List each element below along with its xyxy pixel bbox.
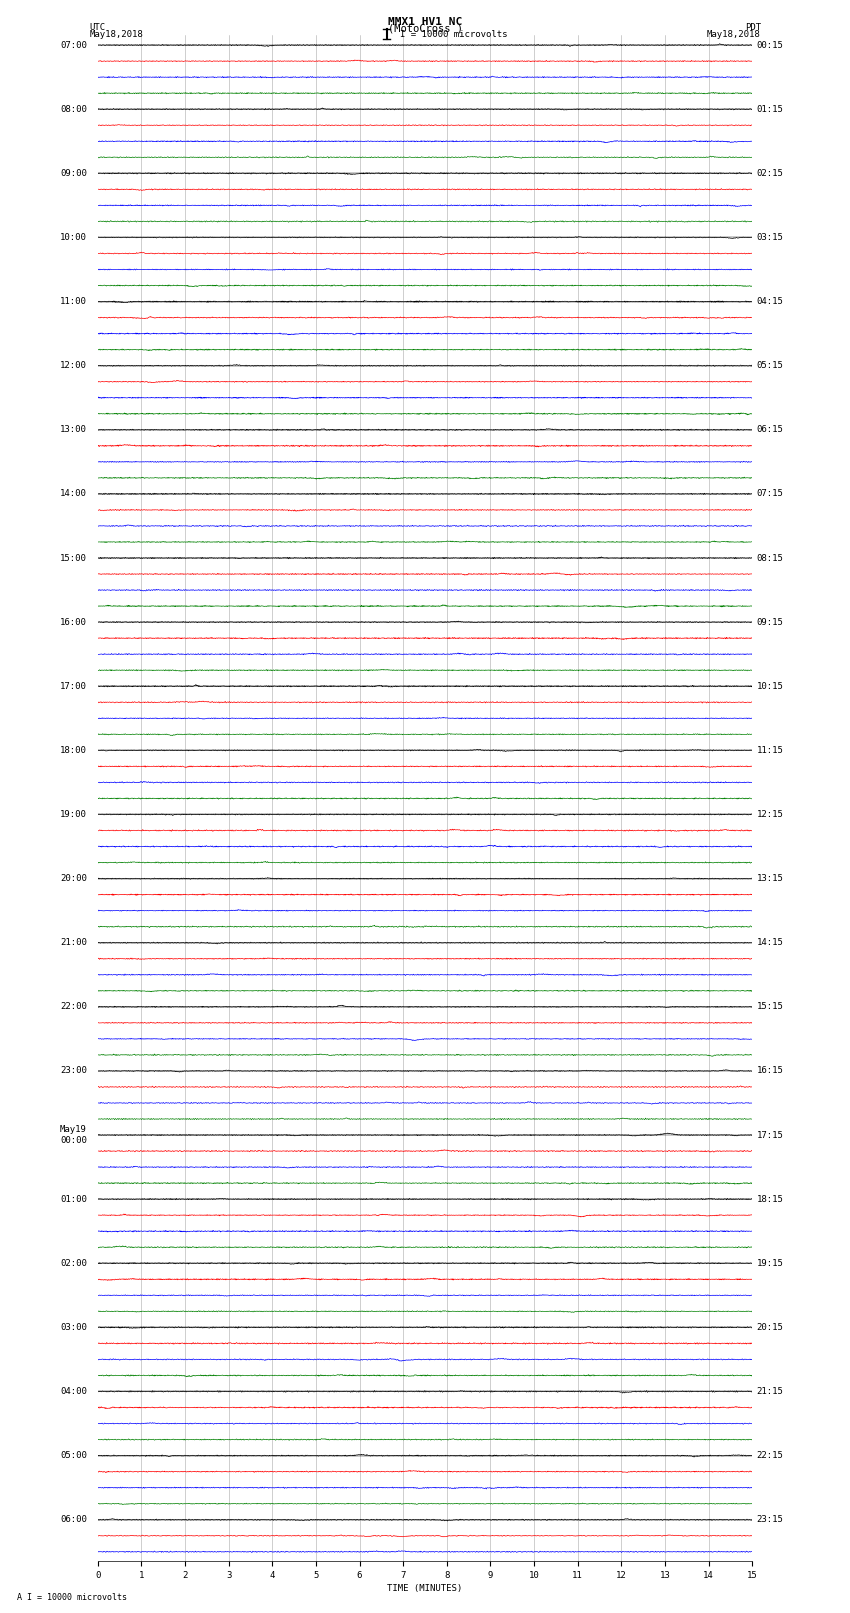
Text: 19:15: 19:15 <box>756 1258 784 1268</box>
Text: A I = 10000 microvolts: A I = 10000 microvolts <box>17 1592 127 1602</box>
Text: 05:00: 05:00 <box>60 1452 87 1460</box>
Text: 13:15: 13:15 <box>756 874 784 882</box>
Text: 14:00: 14:00 <box>60 489 87 498</box>
Text: 18:15: 18:15 <box>756 1195 784 1203</box>
Text: 12:00: 12:00 <box>60 361 87 369</box>
Text: 15:15: 15:15 <box>756 1002 784 1011</box>
Text: 18:00: 18:00 <box>60 745 87 755</box>
Text: 17:15: 17:15 <box>756 1131 784 1139</box>
Text: 17:00: 17:00 <box>60 682 87 690</box>
Text: 21:00: 21:00 <box>60 939 87 947</box>
Text: 06:15: 06:15 <box>756 426 784 434</box>
Text: 16:00: 16:00 <box>60 618 87 626</box>
Text: PDT: PDT <box>745 24 761 32</box>
Text: 01:00: 01:00 <box>60 1195 87 1203</box>
Text: 04:15: 04:15 <box>756 297 784 306</box>
Text: 02:15: 02:15 <box>756 169 784 177</box>
Text: 15:00: 15:00 <box>60 553 87 563</box>
Text: May18,2018: May18,2018 <box>707 31 761 39</box>
Text: 20:00: 20:00 <box>60 874 87 882</box>
Text: 23:00: 23:00 <box>60 1066 87 1076</box>
Text: 05:15: 05:15 <box>756 361 784 369</box>
Text: 22:00: 22:00 <box>60 1002 87 1011</box>
Text: 11:15: 11:15 <box>756 745 784 755</box>
Text: UTC: UTC <box>89 24 105 32</box>
Text: (MotoCross ): (MotoCross ) <box>388 24 462 34</box>
Text: 08:00: 08:00 <box>60 105 87 113</box>
Text: 07:15: 07:15 <box>756 489 784 498</box>
Text: 13:00: 13:00 <box>60 426 87 434</box>
Text: MMX1 HV1 NC: MMX1 HV1 NC <box>388 18 462 27</box>
Text: 11:00: 11:00 <box>60 297 87 306</box>
Text: 03:15: 03:15 <box>756 232 784 242</box>
Text: 19:00: 19:00 <box>60 810 87 819</box>
Text: 02:00: 02:00 <box>60 1258 87 1268</box>
Text: 06:00: 06:00 <box>60 1515 87 1524</box>
Text: 10:00: 10:00 <box>60 232 87 242</box>
Text: 10:15: 10:15 <box>756 682 784 690</box>
Text: 07:00: 07:00 <box>60 40 87 50</box>
Text: 21:15: 21:15 <box>756 1387 784 1395</box>
Text: 03:00: 03:00 <box>60 1323 87 1332</box>
Text: I = 10000 microvolts: I = 10000 microvolts <box>400 31 507 39</box>
Text: 12:15: 12:15 <box>756 810 784 819</box>
Text: 04:00: 04:00 <box>60 1387 87 1395</box>
Text: 08:15: 08:15 <box>756 553 784 563</box>
X-axis label: TIME (MINUTES): TIME (MINUTES) <box>388 1584 462 1594</box>
Text: May18,2018: May18,2018 <box>89 31 143 39</box>
Text: 23:15: 23:15 <box>756 1515 784 1524</box>
Text: 09:00: 09:00 <box>60 169 87 177</box>
Text: 00:15: 00:15 <box>756 40 784 50</box>
Text: 14:15: 14:15 <box>756 939 784 947</box>
Text: 22:15: 22:15 <box>756 1452 784 1460</box>
Text: May19
00:00: May19 00:00 <box>60 1126 87 1145</box>
Text: 20:15: 20:15 <box>756 1323 784 1332</box>
Text: 01:15: 01:15 <box>756 105 784 113</box>
Text: 16:15: 16:15 <box>756 1066 784 1076</box>
Text: 09:15: 09:15 <box>756 618 784 626</box>
